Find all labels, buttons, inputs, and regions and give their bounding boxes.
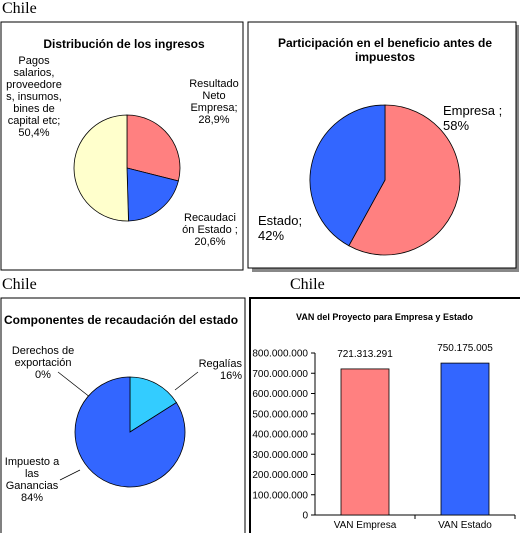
- slice-value-label: 16%: [219, 370, 242, 382]
- caption: Chile: [290, 276, 325, 293]
- slice-category: Impuesto a las Ganancias: [4, 456, 60, 492]
- bar-value-label: 721.313.291: [337, 349, 393, 360]
- chart-title: Distribución de los ingresos: [43, 37, 205, 51]
- slice-category: Regalías: [198, 358, 242, 370]
- slice-value-label: 20,6%: [194, 236, 226, 248]
- slice-category: Empresa ;: [443, 103, 503, 118]
- pie-slice: [126, 167, 179, 222]
- slice-category: Recaudación Estado ;: [182, 212, 238, 236]
- slice-label: Recaudación Estado ; 20,6%: [182, 212, 238, 248]
- chart-title: Participación en el beneficio antes de i…: [277, 36, 493, 64]
- panel-border: [0, 21, 244, 271]
- slice-category: Estado;: [258, 213, 303, 228]
- slice-value-label: 28,9%: [198, 114, 230, 126]
- y-tick-label: 200.000.000: [252, 470, 308, 481]
- slice-label: Derechos de exportación 0%: [8, 345, 78, 381]
- pie-slice: [348, 104, 461, 256]
- panel-border: [0, 297, 246, 533]
- leader-line: [59, 469, 81, 481]
- y-tick-label: 400.000.000: [252, 430, 308, 441]
- leader-line: [174, 371, 199, 391]
- y-tick-label: 0: [302, 511, 308, 522]
- slice-value-label: 50,4%: [18, 127, 50, 139]
- slice-value-label: 42%: [258, 228, 285, 243]
- x-tick-label: VAN Estado: [438, 520, 492, 531]
- pie-slice: [129, 376, 177, 433]
- caption: Chile: [2, 0, 37, 17]
- bar: [340, 368, 390, 516]
- slice-value-label: 0%: [35, 369, 51, 381]
- slice-category: Pagos salarios, proveedores, insumos, bi…: [6, 55, 62, 127]
- chart-title: Componentes de recaudación del estado: [4, 313, 239, 327]
- pie-slice: [74, 376, 186, 488]
- slice-label: Pagos salarios, proveedores, insumos, bi…: [4, 55, 64, 139]
- chart-title: VAN del Proyecto para Empresa y Estado: [296, 312, 473, 322]
- y-tick-label: 500.000.000: [252, 409, 308, 420]
- x-tick-label: VAN Empresa: [334, 520, 397, 531]
- y-tick-label: 100.000.000: [252, 490, 308, 501]
- slice-label: Estado; 42%: [258, 213, 313, 243]
- slice-label: Regalías 16%: [186, 358, 242, 382]
- slice-value-label: 58%: [443, 118, 470, 133]
- slice-label: Resultado Neto Empresa; 28,9%: [184, 78, 244, 126]
- slice-category: Derechos de exportación: [11, 345, 75, 369]
- slice-label: Impuesto a las Ganancias 84%: [3, 456, 61, 504]
- y-tick-label: 300.000.000: [252, 450, 308, 461]
- y-tick-label: 600.000.000: [252, 389, 308, 400]
- bar-value-label: 750.175.005: [437, 343, 493, 354]
- pie-slice: [126, 114, 181, 182]
- y-tick-label: 800.000.000: [252, 349, 308, 360]
- caption: Chile: [2, 276, 37, 293]
- slice-category: Resultado Neto Empresa;: [189, 78, 239, 114]
- pie-slice: [309, 104, 386, 247]
- y-tick-label: 700.000.000: [252, 369, 308, 380]
- slice-value-label: 84%: [20, 492, 44, 504]
- panel-border: [249, 297, 520, 533]
- pie-slice: [73, 114, 129, 222]
- slice-label: Empresa ; 58%: [443, 103, 505, 133]
- bar: [440, 362, 490, 516]
